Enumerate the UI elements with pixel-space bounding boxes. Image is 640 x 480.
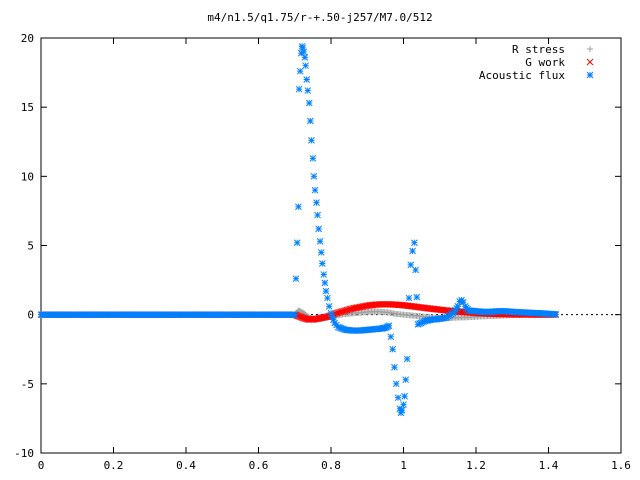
acoustic-flux-point [389, 345, 396, 353]
acoustic-flux-point [306, 117, 314, 125]
x-tick-label: 0 [38, 459, 45, 472]
acoustic-flux-point [299, 44, 307, 52]
acoustic-flux-point [292, 275, 300, 283]
acoustic-flux-point [385, 322, 393, 330]
y-tick-label: 20 [21, 32, 34, 45]
y-tick-label: -10 [14, 447, 34, 460]
legend-label-g-work: G work [525, 56, 565, 69]
acoustic-flux-point [321, 279, 329, 287]
g-work-point [322, 313, 330, 321]
acoustic-flux-point [394, 394, 402, 402]
legend-marker-acoustic-flux [586, 71, 594, 79]
legend-marker-r-stress [587, 46, 593, 52]
y-tick-label: -5 [21, 378, 34, 391]
x-tick-label: 1.2 [466, 459, 486, 472]
acoustic-flux-point [304, 87, 312, 94]
acoustic-flux-point [400, 401, 407, 408]
acoustic-flux-point [320, 271, 328, 278]
x-axis-ticks: 0 0.2 0.4 0.6 0.8 1 1.2 1.4 1.6 [38, 38, 631, 472]
chart-title: m4/n1.5/q1.75/r-+.50-j257/M7.0/512 [207, 11, 432, 24]
y-tick-label: 15 [21, 101, 34, 114]
acoustic-flux-point [409, 247, 416, 255]
acoustic-flux-point [300, 48, 308, 56]
acoustic-flux-point [316, 237, 324, 245]
acoustic-flux-point [552, 310, 560, 318]
acoustic-flux-point [412, 266, 419, 274]
legend-label-acoustic-flux: Acoustic flux [479, 69, 565, 82]
x-tick-label: 0.4 [176, 459, 196, 472]
plot-frame [40, 37, 622, 454]
acoustic-flux-point [295, 203, 302, 211]
acoustic-flux-point [391, 363, 398, 371]
series-acoustic-flux [37, 42, 560, 417]
x-tick-label: 1.4 [539, 459, 559, 472]
acoustic-flux-point [325, 303, 333, 310]
x-tick-label: 1.6 [611, 459, 631, 472]
acoustic-flux-point [411, 239, 418, 247]
acoustic-flux-point [403, 355, 411, 363]
y-tick-label: 5 [27, 240, 34, 253]
x-tick-label: 0.8 [321, 459, 341, 472]
y-tick-label: 10 [21, 170, 34, 183]
acoustic-flux-point [293, 239, 301, 247]
acoustic-flux-point [301, 54, 309, 61]
legend-label-r-stress: R stress [512, 43, 565, 56]
acoustic-flux-point [314, 211, 321, 219]
x-tick-label: 0.2 [104, 459, 124, 472]
acoustic-flux-point [405, 294, 413, 302]
x-tick-label: 1 [400, 459, 407, 472]
acoustic-flux-point [313, 199, 320, 206]
series-layer [37, 42, 560, 417]
acoustic-flux-point [392, 380, 400, 388]
acoustic-flux-point [315, 225, 323, 233]
acoustic-flux-point [311, 186, 319, 194]
acoustic-flux-point [305, 99, 313, 107]
acoustic-flux-point [398, 406, 406, 414]
acoustic-flux-point [296, 67, 304, 75]
acoustic-flux-point [308, 137, 315, 144]
acoustic-flux-point [303, 76, 311, 83]
y-axis-ticks: -10 -5 0 5 10 15 20 [14, 32, 621, 460]
acoustic-flux-point [413, 293, 421, 301]
acoustic-flux-point [309, 154, 317, 162]
acoustic-flux-point [295, 85, 303, 93]
acoustic-flux-point [302, 62, 309, 70]
y-tick-label: 0 [27, 309, 34, 322]
acoustic-flux-point [317, 249, 325, 256]
acoustic-flux-point [291, 311, 299, 319]
legend-marker-g-work [586, 58, 594, 66]
acoustic-flux-point [322, 287, 330, 295]
acoustic-flux-point [402, 376, 410, 384]
acoustic-flux-point [401, 392, 408, 400]
acoustic-flux-point [324, 294, 331, 302]
x-tick-label: 0.6 [249, 459, 269, 472]
acoustic-flux-point [387, 333, 395, 341]
acoustic-flux-point [318, 260, 326, 267]
acoustic-flux-point [310, 172, 318, 180]
